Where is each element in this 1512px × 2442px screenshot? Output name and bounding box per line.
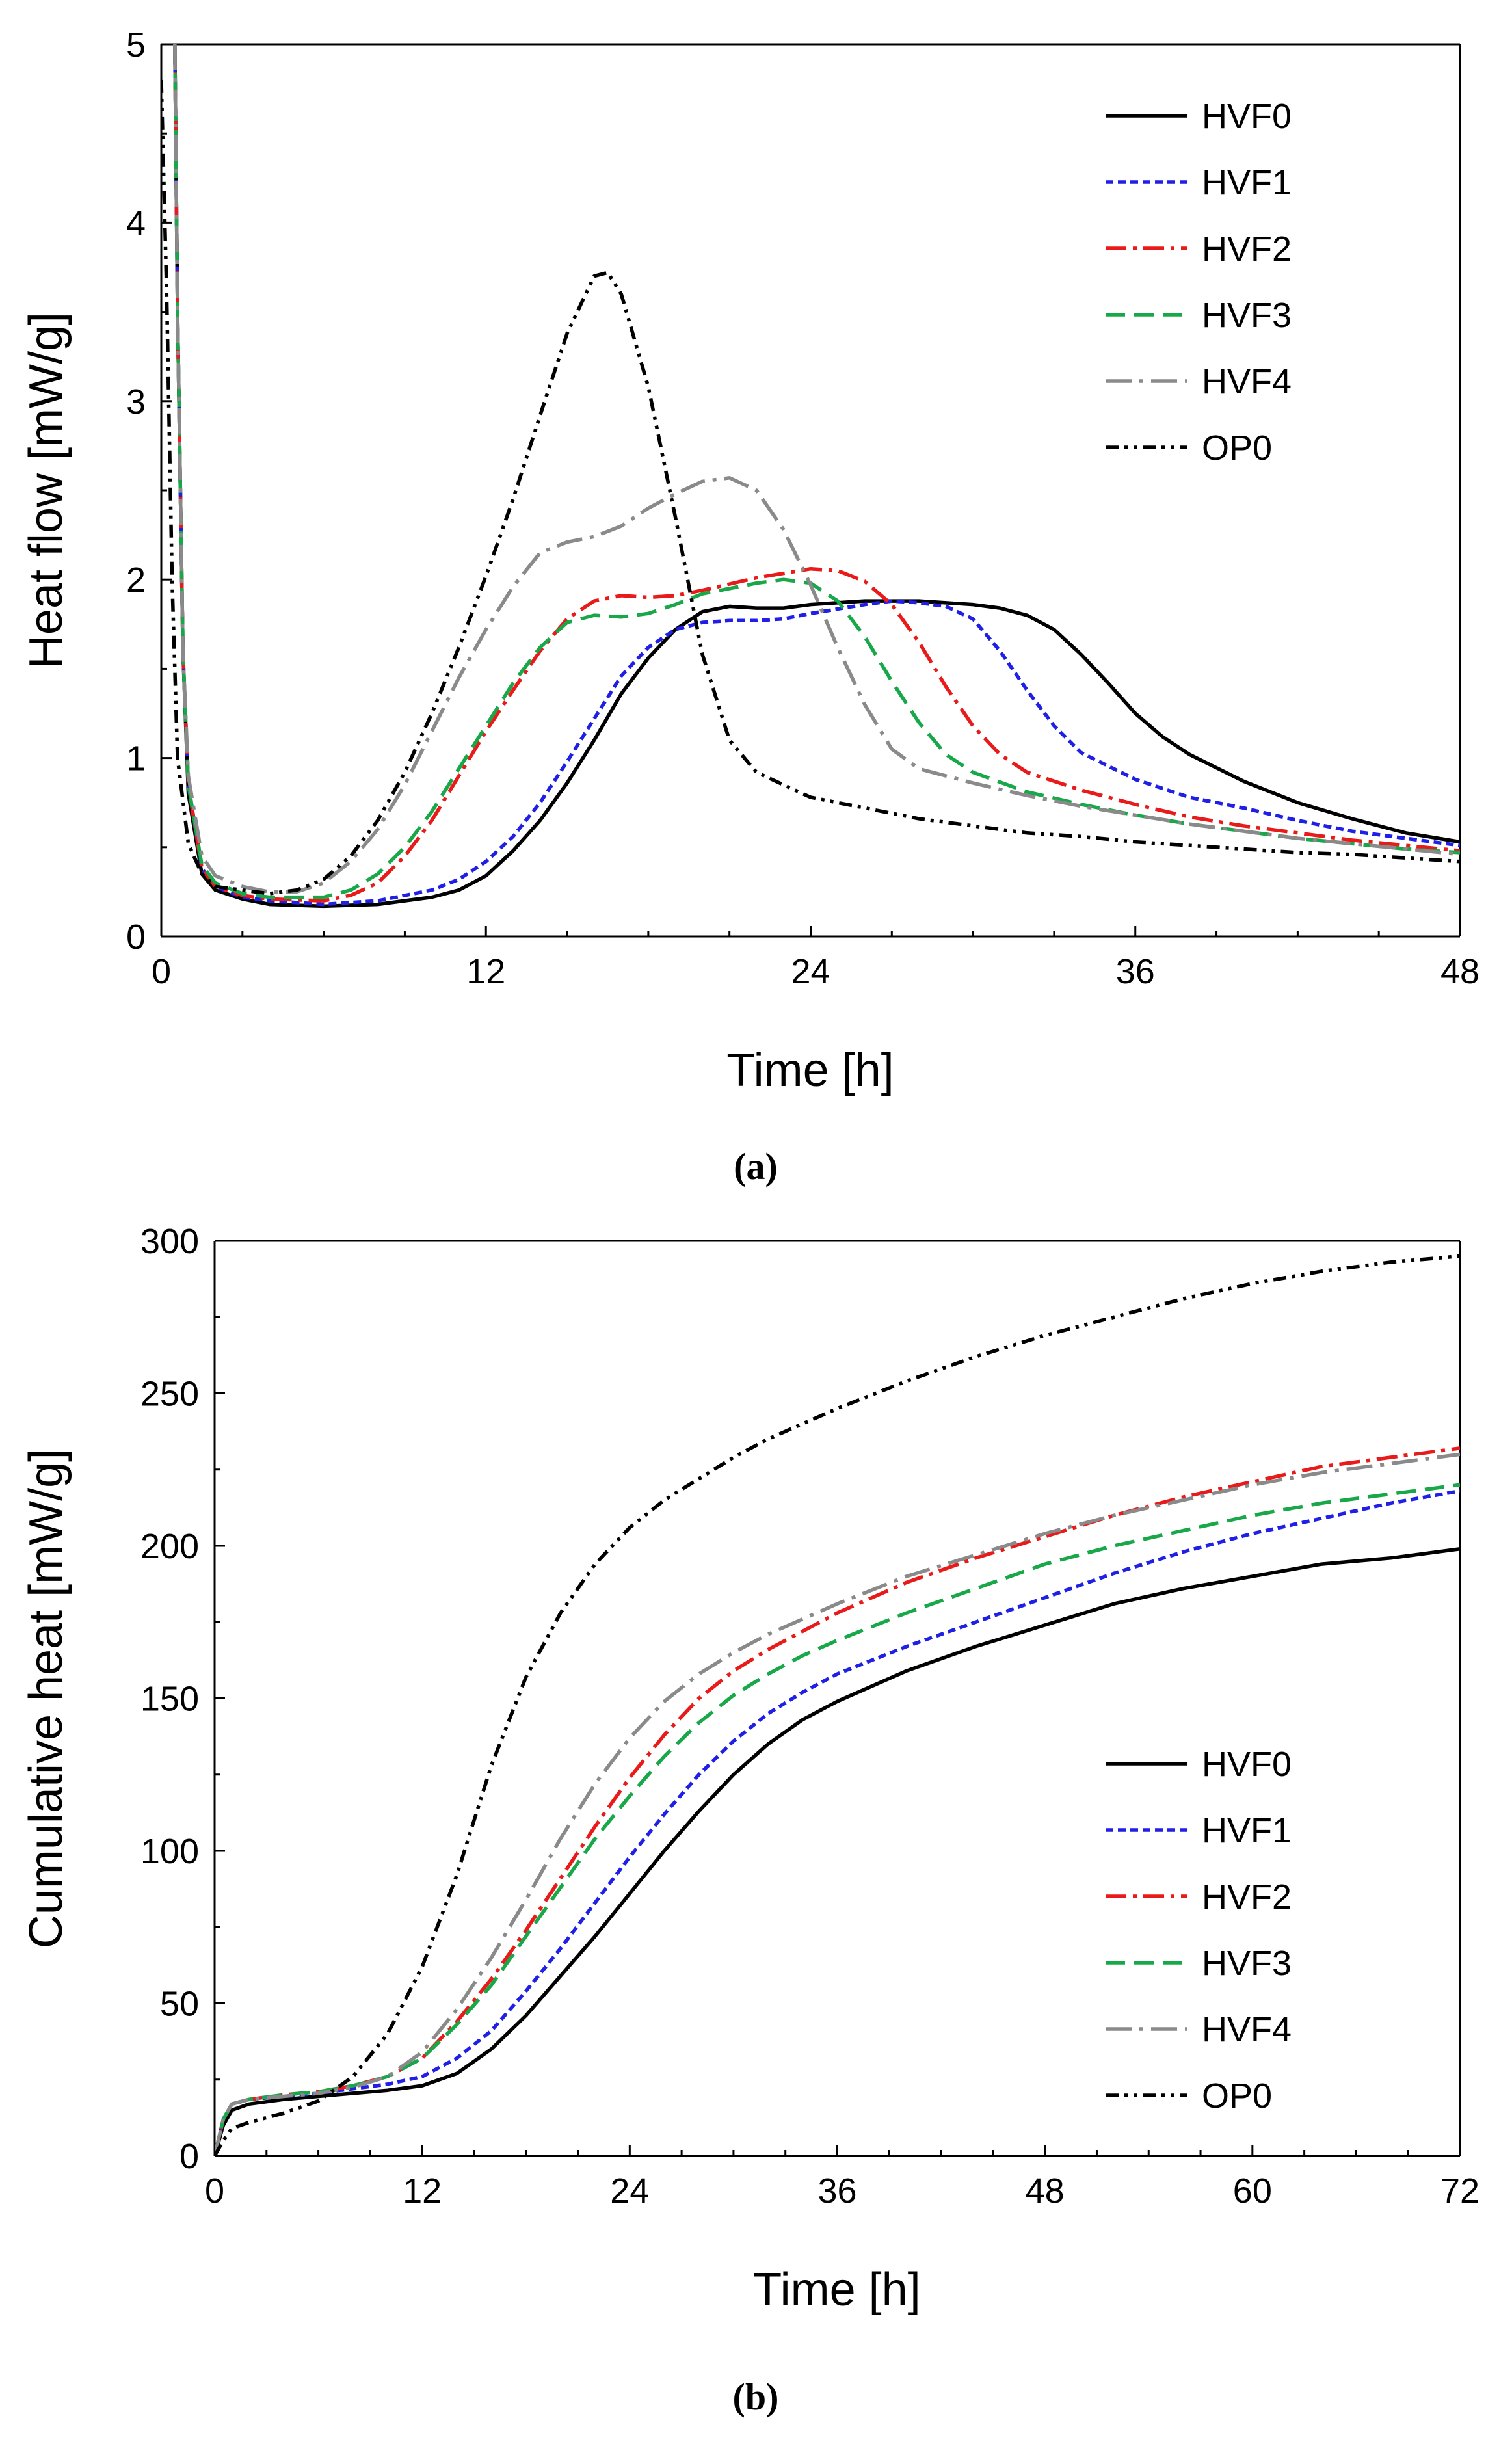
panel-b-y-axis-label: Cumulative heat [mW/g] — [20, 1449, 72, 1948]
series-line-hvf3 — [215, 1483, 1460, 2156]
x-tick-label: 0 — [205, 2171, 224, 2210]
series-line-op0 — [161, 79, 1460, 896]
y-tick-label: 300 — [140, 1222, 199, 1261]
panel-b-ticks — [213, 1240, 1461, 2157]
x-tick-label: 12 — [403, 2171, 442, 2210]
panel-b-series — [215, 1254, 1460, 2156]
y-tick-label: 250 — [140, 1375, 199, 1414]
panel-b-tick-labels: 0 50 100 150 200 250 300 0 12 24 36 48 60 72 — [140, 1222, 1479, 2210]
y-tick-label: 4 — [126, 204, 146, 243]
y-tick-label: 3 — [126, 382, 146, 421]
legend-label-hvf0: HVF0 — [1202, 97, 1292, 136]
y-tick-label: 100 — [140, 1832, 199, 1871]
series-line-hvf0 — [173, 44, 1460, 909]
legend-label-hvf1: HVF1 — [1202, 163, 1292, 202]
x-tick-label: 12 — [466, 952, 505, 991]
series-line-op0 — [215, 1254, 1460, 2156]
legend-label-hvf4: HVF4 — [1202, 362, 1292, 401]
x-tick-label: 24 — [791, 952, 830, 991]
y-tick-label: 2 — [126, 561, 146, 600]
x-tick-label: 48 — [1026, 2171, 1065, 2210]
x-tick-label: 0 — [152, 952, 171, 991]
legend-label-hvf0: HVF0 — [1202, 1745, 1292, 1784]
legend-label-hvf2: HVF2 — [1202, 1878, 1292, 1917]
y-tick-label: 1 — [126, 739, 146, 778]
panel-a-y-axis-label: Heat flow [mW/g] — [20, 312, 72, 669]
panel-a-ticks — [160, 43, 1461, 938]
x-tick-label: 60 — [1233, 2171, 1272, 2210]
series-line-hvf2 — [215, 1446, 1460, 2156]
y-tick-label: 50 — [160, 1985, 199, 2024]
series-line-hvf0 — [215, 1546, 1460, 2156]
panel-b-caption: (b) — [733, 2376, 779, 2418]
y-tick-label: 200 — [140, 1527, 199, 1566]
legend-label-hvf2: HVF2 — [1202, 230, 1292, 269]
panel-a-x-axis-label: Time [h] — [726, 1044, 894, 1096]
legend-label-hvf3: HVF3 — [1202, 1944, 1292, 1983]
legend-label-op0: OP0 — [1202, 2077, 1272, 2116]
panel-b-legend: HVF0 HVF1 HVF2 HVF3 HVF4 OP0 — [1106, 1745, 1292, 2116]
legend-label-hvf3: HVF3 — [1202, 296, 1292, 335]
series-line-hvf4 — [173, 44, 1460, 894]
y-tick-label: 150 — [140, 1680, 199, 1719]
x-tick-label: 48 — [1440, 952, 1479, 991]
y-tick-label: 0 — [179, 2137, 199, 2176]
legend-label-hvf4: HVF4 — [1202, 2010, 1292, 2049]
x-tick-label: 72 — [1440, 2171, 1479, 2210]
x-tick-label: 36 — [817, 2171, 856, 2210]
panel-b-x-axis-label: Time [h] — [753, 2264, 920, 2316]
series-line-hvf4 — [215, 1452, 1460, 2156]
x-tick-label: 36 — [1116, 952, 1155, 991]
series-line-hvf3 — [173, 44, 1460, 899]
panel-a-legend: HVF0 HVF1 HVF2 HVF3 HVF4 OP0 — [1106, 97, 1292, 468]
series-line-hvf2 — [173, 44, 1460, 903]
y-tick-label: 0 — [126, 918, 146, 957]
legend-label-hvf1: HVF1 — [1202, 1811, 1292, 1850]
x-tick-label: 24 — [610, 2171, 649, 2210]
y-tick-label: 5 — [126, 25, 146, 64]
panel-a-series — [161, 44, 1460, 909]
panel-a-caption: (a) — [734, 1145, 778, 1188]
legend-label-op0: OP0 — [1202, 429, 1272, 468]
panel-b-cumulative-heat-chart: 0 50 100 150 200 250 300 0 12 24 36 48 60 72 Time [h]… — [20, 1222, 1479, 2418]
